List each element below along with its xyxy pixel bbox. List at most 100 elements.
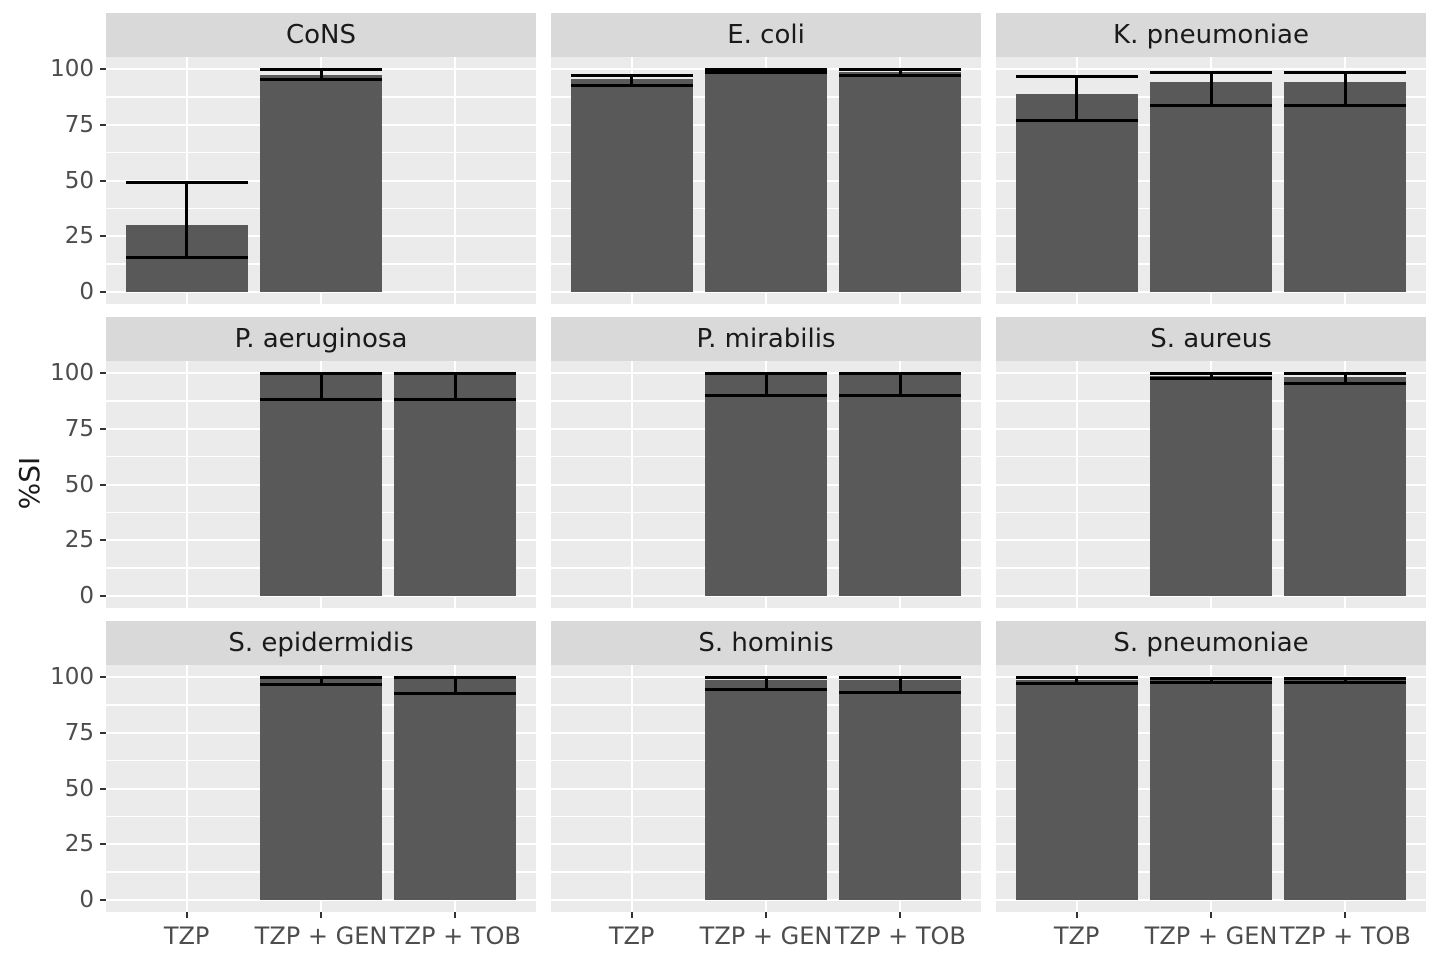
x-tick-label: TZP bbox=[608, 922, 655, 950]
y-tick-label: 0 bbox=[79, 279, 94, 305]
bar bbox=[705, 680, 827, 900]
bar bbox=[260, 373, 382, 596]
x-axis-tick bbox=[185, 912, 188, 918]
error-bar-cap-upper bbox=[1150, 371, 1272, 375]
y-axis-tick bbox=[100, 595, 106, 597]
bar bbox=[1284, 82, 1407, 292]
bar bbox=[570, 79, 693, 292]
error-bar-cap-lower bbox=[260, 683, 382, 687]
error-bar-cap-lower bbox=[394, 398, 517, 402]
error-bar-cap-upper bbox=[125, 181, 248, 185]
error-bar-cap-upper bbox=[570, 73, 693, 77]
error-bar-line bbox=[453, 677, 457, 694]
facet-panel bbox=[106, 665, 536, 912]
error-bar-cap-upper bbox=[394, 371, 517, 375]
error-bar-line bbox=[1075, 677, 1079, 684]
error-bar-line bbox=[319, 677, 323, 685]
error-bar-cap-lower bbox=[125, 255, 248, 259]
error-bar-line bbox=[319, 69, 323, 80]
y-axis-tick bbox=[100, 539, 106, 542]
error-bar-line bbox=[1075, 76, 1079, 121]
bar bbox=[1150, 376, 1272, 596]
error-bar-cap-lower bbox=[394, 692, 517, 696]
error-bar-line bbox=[1209, 678, 1213, 683]
bar bbox=[1284, 680, 1407, 900]
facet-panel bbox=[551, 57, 981, 304]
facet-title: P. aeruginosa bbox=[234, 324, 408, 354]
error-bar-line bbox=[898, 69, 902, 76]
gridline-major-x bbox=[630, 361, 633, 608]
error-bar-cap-lower bbox=[1284, 104, 1407, 108]
x-axis-tick bbox=[630, 912, 633, 918]
facet-title: S. epidermidis bbox=[228, 628, 414, 658]
facet-strip: S. pneumoniae bbox=[996, 621, 1426, 665]
error-bar-cap-lower bbox=[1284, 381, 1407, 385]
facet-panel bbox=[996, 665, 1426, 912]
error-bar-line bbox=[185, 182, 189, 258]
error-bar-cap-lower bbox=[839, 691, 962, 695]
error-bar-cap-lower bbox=[705, 687, 827, 691]
bar bbox=[260, 679, 382, 900]
x-axis-tick bbox=[765, 912, 767, 918]
bar bbox=[1284, 377, 1407, 596]
error-bar-cap-lower bbox=[1150, 104, 1272, 108]
error-bar-cap-upper bbox=[1015, 676, 1138, 680]
x-tick-label: TZP + GEN bbox=[699, 922, 833, 950]
bar bbox=[394, 678, 517, 900]
y-tick-label: 100 bbox=[50, 664, 94, 690]
y-tick-label: 0 bbox=[79, 583, 94, 609]
error-bar-line bbox=[764, 69, 768, 73]
x-axis-tick bbox=[1344, 912, 1347, 918]
facet-panel bbox=[551, 665, 981, 912]
facet-title: S. aureus bbox=[1150, 324, 1272, 354]
facet-strip: P. mirabilis bbox=[551, 317, 981, 361]
x-axis-tick bbox=[899, 912, 902, 918]
x-axis-tick bbox=[454, 912, 457, 918]
bar bbox=[705, 373, 827, 596]
bar bbox=[394, 373, 517, 596]
error-bar-cap-upper bbox=[839, 67, 962, 71]
error-bar-line bbox=[453, 373, 457, 400]
gridline-major-x bbox=[185, 361, 188, 608]
gridline-major-x bbox=[185, 665, 188, 912]
error-bar-cap-lower bbox=[1284, 681, 1407, 685]
y-axis-tick bbox=[100, 372, 106, 374]
y-tick-label: 75 bbox=[64, 415, 94, 442]
y-tick-label: 25 bbox=[64, 223, 94, 250]
y-tick-label: 100 bbox=[50, 360, 94, 386]
y-tick-label: 0 bbox=[79, 887, 94, 913]
error-bar-cap-upper bbox=[1284, 70, 1407, 74]
facet-strip: S. epidermidis bbox=[106, 621, 536, 665]
bar bbox=[1150, 680, 1272, 900]
y-axis-tick bbox=[100, 235, 106, 238]
facet-panel bbox=[106, 57, 536, 304]
error-bar-line bbox=[764, 677, 768, 690]
gridline-major-x bbox=[1075, 361, 1078, 608]
facet-panel bbox=[996, 57, 1426, 304]
y-tick-label: 50 bbox=[64, 471, 94, 498]
facet-strip: E. coli bbox=[551, 13, 981, 57]
y-axis-tick bbox=[100, 787, 106, 790]
error-bar-cap-lower bbox=[260, 77, 382, 81]
error-bar-line bbox=[898, 373, 902, 396]
error-bar-line bbox=[764, 373, 768, 396]
bar bbox=[1015, 93, 1138, 292]
error-bar-cap-lower bbox=[705, 71, 827, 75]
error-bar-line bbox=[1343, 373, 1347, 384]
facet-title: S. pneumoniae bbox=[1113, 628, 1309, 658]
error-bar-cap-upper bbox=[1015, 75, 1138, 79]
error-bar-line bbox=[1209, 72, 1213, 106]
facet-title: P. mirabilis bbox=[696, 324, 836, 354]
error-bar-cap-lower bbox=[260, 398, 382, 402]
bar bbox=[1150, 82, 1272, 292]
facet-strip: P. aeruginosa bbox=[106, 317, 536, 361]
x-tick-label: TZP bbox=[1053, 922, 1100, 950]
error-bar-cap-upper bbox=[839, 371, 962, 375]
error-bar-line bbox=[1343, 72, 1347, 106]
error-bar-cap-lower bbox=[839, 74, 962, 78]
error-bar-cap-lower bbox=[1015, 682, 1138, 686]
x-axis-tick bbox=[1210, 912, 1212, 918]
facet-panel bbox=[996, 361, 1426, 608]
y-axis-tick bbox=[100, 427, 106, 430]
